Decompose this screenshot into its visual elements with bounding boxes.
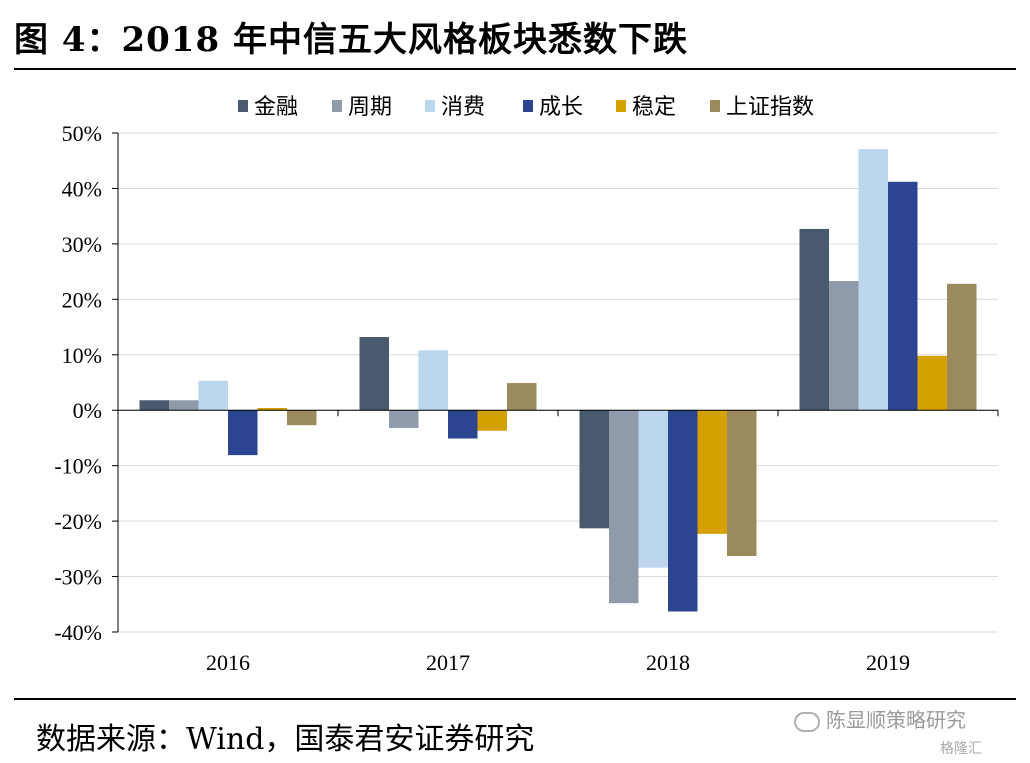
bar bbox=[727, 410, 757, 557]
x-tick-label: 2019 bbox=[866, 650, 910, 675]
bar bbox=[888, 181, 918, 411]
axes bbox=[117, 133, 999, 632]
bar bbox=[477, 410, 507, 431]
wechat-icon bbox=[794, 711, 820, 732]
bar bbox=[418, 350, 448, 411]
bar bbox=[638, 410, 668, 568]
y-tick-label: -20% bbox=[54, 509, 102, 534]
bar bbox=[169, 400, 199, 411]
footer-divider bbox=[14, 698, 1016, 700]
bar bbox=[448, 410, 478, 439]
bar bbox=[579, 410, 609, 529]
bar bbox=[829, 281, 859, 411]
y-tick-label: 40% bbox=[62, 176, 102, 201]
title-divider bbox=[14, 68, 1016, 70]
y-tick-label: 50% bbox=[62, 121, 102, 146]
y-tick-label: 30% bbox=[62, 232, 102, 257]
bar bbox=[917, 355, 947, 411]
legend-swatch bbox=[616, 100, 626, 112]
y-tick-label: 0% bbox=[73, 398, 102, 423]
y-tick-label: -10% bbox=[54, 454, 102, 479]
y-axis-ticks: 50% 40% 30% 20% 10% 0% -10% -20% -30% -40% bbox=[54, 121, 118, 645]
brand-mark: 格隆汇 bbox=[940, 741, 982, 757]
y-tick-label: -30% bbox=[54, 565, 102, 590]
y-tick-label: 10% bbox=[62, 343, 102, 368]
wechat-watermark: 陈显顺策略研究 bbox=[794, 704, 966, 733]
bar bbox=[609, 410, 639, 604]
legend-label: 上证指数 bbox=[726, 95, 814, 120]
bar bbox=[389, 410, 419, 428]
legend-label: 消费 bbox=[441, 95, 485, 120]
x-tick-label: 2018 bbox=[646, 650, 690, 675]
legend-swatch bbox=[238, 100, 248, 112]
bar bbox=[228, 410, 258, 456]
bar bbox=[697, 410, 727, 534]
y-tick-label: -40% bbox=[54, 620, 102, 645]
bars-group bbox=[139, 149, 977, 612]
x-tick-label: 2017 bbox=[426, 650, 470, 675]
bar bbox=[947, 283, 977, 411]
bar bbox=[198, 380, 228, 411]
bar bbox=[668, 410, 698, 612]
legend-swatch bbox=[523, 100, 533, 112]
legend-label: 稳定 bbox=[632, 95, 676, 120]
bar bbox=[139, 400, 169, 411]
bar-chart: 金融 周期 消费 成长 稳定 上证指数 50% 40% 30% 20% 10% 0% -10% -20%… bbox=[54, 95, 999, 675]
legend-label: 金融 bbox=[254, 95, 298, 120]
bar bbox=[287, 410, 317, 426]
legend-swatch bbox=[710, 100, 720, 112]
bar bbox=[257, 408, 287, 411]
bar bbox=[858, 149, 888, 411]
x-axis-ticks: 2016 2017 2018 2019 bbox=[206, 650, 910, 675]
chart-legend: 金融 周期 消费 成长 稳定 上证指数 bbox=[238, 95, 814, 120]
legend-label: 成长 bbox=[539, 95, 583, 120]
legend-swatch bbox=[332, 100, 342, 112]
bar bbox=[799, 228, 829, 411]
bar bbox=[507, 383, 537, 411]
bar bbox=[359, 337, 389, 411]
x-tick-label: 2016 bbox=[206, 650, 250, 675]
source-note: 数据来源：Wind，国泰君安证券研究 bbox=[36, 722, 535, 757]
figure-title: 图 4：2018 年中信五大风格板块悉数下跌 bbox=[14, 20, 688, 60]
legend-label: 周期 bbox=[348, 95, 392, 120]
y-tick-label: 20% bbox=[62, 287, 102, 312]
legend-swatch bbox=[425, 100, 435, 112]
watermark-text: 陈显顺策略研究 bbox=[826, 708, 966, 732]
